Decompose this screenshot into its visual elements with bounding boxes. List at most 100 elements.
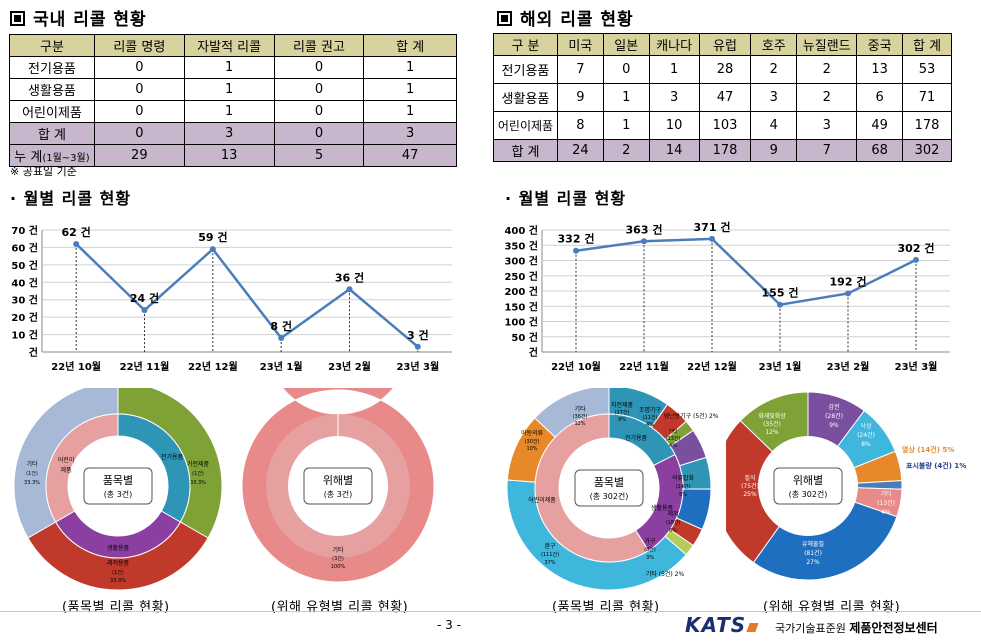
chart-label: (30건) (525, 438, 540, 445)
y-tick-label: 60 건 (11, 241, 38, 254)
chart-label: 제품 (60, 466, 72, 474)
col-header: 리콜 권고 (273, 34, 365, 57)
data-point (913, 256, 919, 263)
chart-label: 4% (881, 509, 891, 516)
cumulative-row: 누 계(1월~3월) 29 13 5 47 (9, 144, 457, 167)
chart-label: 기타 (668, 428, 678, 435)
data-point (141, 307, 148, 314)
donut-chart-overseas-items: 품목별(총 302건)기타(36건)12%자전제품(27건)9%조명기구(11건… (506, 388, 719, 591)
table-row: 생활용품 9 1 3 47 3 2 6 71 (493, 83, 952, 112)
basis-note: ※ 공표일 기준 (10, 165, 77, 178)
donut-chart-domestic-hazard: 위해별 (총 3건) 기타(3건) 100% (241, 388, 435, 583)
chart-label: (24건) (857, 431, 875, 439)
chart-label: 9% (618, 417, 626, 423)
chart-label: 표시불량 (4건) 1% (906, 461, 966, 470)
chart-label: 8% (861, 441, 871, 448)
y-tick-label: 건 (529, 346, 538, 359)
x-tick-label: 23년 3월 (396, 360, 439, 373)
series-line (575, 237, 917, 307)
center-sublabel: (총 3건) (324, 489, 353, 499)
chart-label: 완구 (544, 542, 556, 550)
center-sublabel: (총 3건) (104, 489, 133, 499)
chart-label: 낙상 (860, 422, 872, 430)
x-tick-label: 22년 12월 (188, 360, 238, 373)
chart-label: 가전제품 (187, 460, 210, 468)
chart-label: 유해물질 (802, 540, 824, 548)
chart-label: (13건) (877, 499, 895, 507)
chart-label: 레저용품 (107, 559, 130, 567)
chart-label: (81건) (804, 549, 822, 557)
chart-label: 6% (669, 528, 677, 534)
page-number: - 3 - (437, 618, 461, 632)
y-tick-label: 20 건 (11, 311, 38, 324)
y-tick-label: 200 건 (504, 285, 538, 298)
y-tick-label: 400 건 (504, 224, 538, 237)
y-tick-label: 40 건 (11, 276, 38, 289)
caption-domestic-hazard: (위해 유형별 리콜 현황) (271, 600, 409, 615)
data-label: 24 건 (130, 291, 159, 305)
chart-label: 냉난방기구 (5건) 2% (664, 412, 719, 420)
data-point (709, 235, 715, 242)
overseas-title: 해외 리콜 현황 (497, 5, 634, 30)
chart-label: 가구 (644, 537, 656, 545)
center-label: 품목별 (103, 474, 133, 487)
chart-label: 기타 (332, 546, 344, 554)
chart-label: 조명기구 (639, 406, 662, 414)
center-box (303, 467, 373, 505)
chart-label: 자전제품 (611, 401, 634, 409)
chart-label: (111건) (541, 551, 559, 558)
chart-label: 37% (544, 560, 555, 566)
chart-label: 4% (646, 422, 654, 428)
domestic-title: 국내 리콜 현황 (10, 5, 147, 30)
overseas-table: 구 분 미국 일본 캐나다 유럽 호주 뉴질랜드 중국 합 계 전기용품 7 0 1 28 2 2 13 53 … (493, 33, 952, 162)
y-tick-label: 30 건 (11, 294, 38, 307)
table-row: 어린이제품 8 1 10 103 4 3 49 178 (493, 111, 952, 140)
data-point (845, 290, 851, 297)
data-label: 371 건 (694, 220, 731, 234)
chart-label: 33.3% (190, 480, 206, 486)
chart-label: (14건) (676, 483, 691, 490)
chart-label: 아동의류 (521, 429, 544, 437)
chart-label: (1건) (26, 470, 38, 477)
table-row: 전기용품 0 1 0 1 (9, 56, 457, 79)
caption-overseas-items: (품목별 리콜 현황) (552, 600, 660, 615)
chart-label: 9% (829, 422, 839, 429)
y-tick-label: 건 (29, 346, 38, 359)
line-chart-domestic: 70 건 60 건 50 건 40 건 30 건 20 건 10 건건 22년 10월 22년 … (11, 224, 452, 373)
chart-label: 5% (679, 492, 687, 498)
line-chart-overseas: 400 건 350 건 300 건 250 건 200 건 150 건 100 건 50 건건… (504, 220, 950, 373)
footer-org: 국가기술표준원 제품안전정보센터 (775, 621, 938, 635)
chart-label: 전기용품 (161, 453, 184, 461)
center-label: 품목별 (594, 476, 624, 489)
chart-label: (27건) (615, 409, 630, 416)
table-row: 전기용품 7 0 1 28 2 2 13 53 (493, 55, 952, 84)
footer-divider (0, 611, 981, 612)
chart-label: 어린이제품 (528, 496, 556, 504)
center-box (83, 467, 153, 505)
data-label: 36 건 (335, 270, 364, 284)
y-tick-label: 10 건 (11, 329, 38, 342)
data-point (278, 335, 285, 342)
x-tick-label: 22년 10월 (51, 360, 101, 373)
data-label: 192 건 (830, 274, 867, 288)
chart-label: 12% (574, 421, 585, 427)
chart-label: 열상 (14건) 5% (902, 445, 954, 454)
chart-label: 27% (806, 559, 820, 566)
chart-label: (28건) (825, 412, 843, 420)
data-label: 332 건 (558, 232, 595, 246)
caption-overseas-hazard: (위해 유형별 리콜 현황) (763, 600, 901, 615)
monthly-left-title: · 월별 리콜 현황 (10, 189, 132, 208)
y-tick-label: 50 건 (511, 331, 538, 344)
chart-label: 감전 (828, 403, 839, 411)
kats-logo: KATS (685, 613, 759, 637)
center-box (773, 467, 843, 505)
chart-label: (8건) (644, 546, 656, 553)
table-row: 생활용품 0 1 0 1 (9, 78, 457, 101)
data-label: 155 건 (762, 286, 799, 300)
chart-label: 질식 (744, 474, 755, 482)
chart-label: 10% (526, 446, 537, 452)
x-tick-label: 23년 1월 (260, 360, 303, 373)
chart-label: (36건) (573, 413, 588, 420)
